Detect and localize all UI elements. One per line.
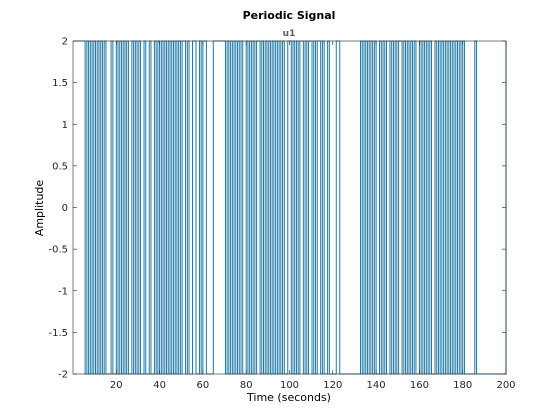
y-tick-label: -1.5 xyxy=(48,328,68,339)
y-tick-label: 0.5 xyxy=(52,161,68,172)
x-tick-label: 80 xyxy=(240,380,253,391)
x-tick-label: 200 xyxy=(496,380,515,391)
x-tick-label: 120 xyxy=(323,380,342,391)
y-tick-label: 1 xyxy=(62,120,68,131)
y-axis-label: Amplitude xyxy=(33,180,46,237)
x-tick-label: 60 xyxy=(197,380,210,391)
x-axis-ticks: 20 40 60 80 100 120 140 160 180 200 xyxy=(110,41,516,391)
x-tick-label: 100 xyxy=(280,380,299,391)
y-tick-label: -1 xyxy=(58,286,68,297)
y-tick-label: -2 xyxy=(58,370,68,381)
chart-subtitle: u1 xyxy=(283,29,296,39)
chart-title: Periodic Signal xyxy=(243,9,336,22)
x-axis-label: Time (seconds) xyxy=(246,391,331,404)
y-tick-label: 2 xyxy=(62,37,68,48)
y-tick-label: -0.5 xyxy=(48,245,68,256)
y-axis-ticks: 2 1.5 1 0.5 0 -0.5 -1 -1.5 -2 xyxy=(48,37,506,381)
x-tick-label: 160 xyxy=(410,380,429,391)
plot-area xyxy=(73,41,506,374)
x-tick-label: 140 xyxy=(367,380,386,391)
x-tick-label: 20 xyxy=(110,380,123,391)
y-tick-label: 0 xyxy=(62,203,68,214)
x-tick-label: 40 xyxy=(153,380,166,391)
x-tick-label: 180 xyxy=(453,380,472,391)
y-tick-label: 1.5 xyxy=(52,78,68,89)
